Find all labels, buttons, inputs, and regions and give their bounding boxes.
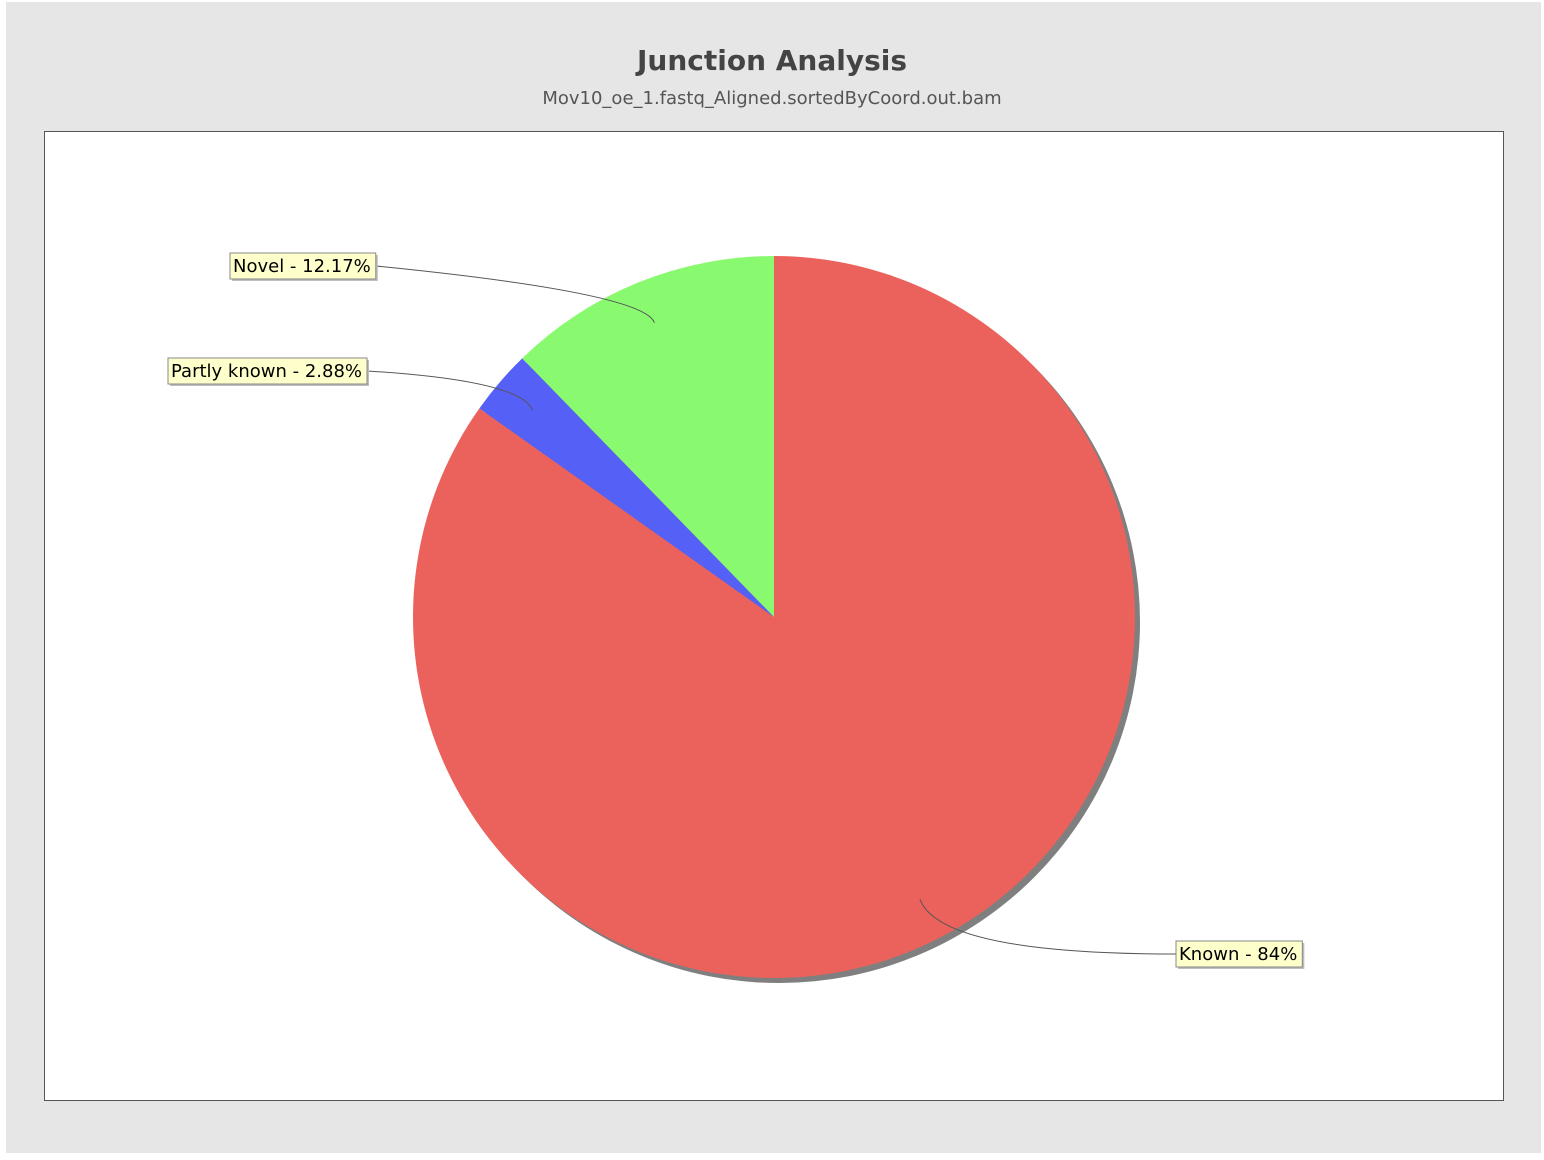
pie-slice-novel [522, 256, 774, 617]
chart-subtitle: Mov10_oe_1.fastq_Aligned.sortedByCoord.o… [542, 88, 1002, 109]
pie-leader-line [919, 898, 1177, 955]
pie-label-box [1175, 940, 1303, 968]
pie-slice-partly-known [479, 358, 774, 617]
pie-leader-lines [366, 265, 1177, 955]
pie-labels: Known - 84% Partly known - 2.88% Novel - 1… [167, 252, 1305, 969]
pie-label-box [167, 357, 368, 385]
pie-label-novel: Novel - 12.17% [233, 256, 371, 277]
pie-label-box [229, 252, 377, 280]
pie-leader-line [375, 265, 655, 323]
pie-leader-line [366, 370, 534, 411]
chart-title: Junction Analysis [636, 44, 908, 77]
pie-label-partly-known: Partly known - 2.88% [171, 361, 362, 382]
pie-slices [412, 256, 1135, 978]
pie-label-known: Known - 84% [1179, 944, 1297, 965]
